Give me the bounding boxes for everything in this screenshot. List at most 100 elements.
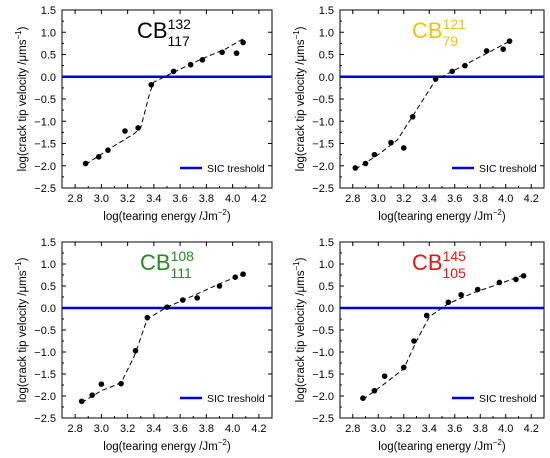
x-tick-label: 4.2	[251, 193, 266, 205]
legend-label: SIC treshold	[479, 393, 537, 405]
data-point	[135, 125, 141, 131]
y-axis-label: log(crack tip velocity /μms−1)	[292, 257, 307, 402]
y-tick-label: 1.0	[319, 259, 334, 271]
data-point	[216, 283, 223, 289]
y-tick-label: 0.5	[319, 50, 334, 62]
data-point	[371, 387, 378, 394]
x-tick-label: 3.2	[120, 423, 135, 435]
legend-label: SIC treshold	[479, 163, 537, 175]
y-tick-label: 0.0	[319, 72, 334, 84]
data-point	[500, 46, 507, 52]
y-axis-label: log(crack tip velocity /μms−1)	[292, 26, 307, 171]
y-tick-label: −2.5	[34, 183, 56, 195]
data-point	[240, 271, 246, 277]
data-point	[520, 273, 527, 279]
x-tick-label: 4.2	[524, 423, 539, 435]
data-point	[445, 299, 452, 306]
data-point	[423, 312, 430, 319]
x-tick-label: 4.0	[225, 423, 240, 435]
x-axis-label: log(tearing energy /Jm−2)	[103, 208, 231, 223]
y-tick-label: 1.0	[41, 259, 56, 271]
x-tick-label: 3.0	[94, 423, 109, 435]
y-tick-label: 0.0	[41, 303, 56, 315]
y-tick-label: −2.5	[312, 183, 334, 195]
data-point	[371, 151, 378, 158]
panel-title-sub: 117	[168, 33, 191, 49]
fit-curve	[355, 40, 510, 170]
x-tick-label: 3.2	[396, 193, 411, 205]
y-tick-label: −0.5	[34, 325, 56, 337]
x-tick-label: 3.6	[172, 193, 187, 205]
x-axis-label-close: )	[227, 211, 231, 223]
x-tick-label: 4.2	[524, 193, 539, 205]
x-axis-label-exponent: −2	[493, 208, 503, 217]
y-axis-label-text: log(crack tip velocity /μms	[295, 270, 307, 402]
panel-title: CB145 105	[412, 248, 466, 281]
panel-title-sup: 132	[168, 16, 192, 32]
x-tick-label: 2.8	[345, 423, 360, 435]
x-tick-label: 3.4	[422, 193, 437, 205]
y-axis-label-exponent: −1	[14, 30, 23, 40]
data-point	[132, 347, 139, 354]
fit-curve	[81, 273, 244, 404]
x-axis-label-text: log(tearing energy /Jm	[378, 441, 492, 453]
x-tick-label: 3.8	[473, 423, 488, 435]
x-axis-label: log(tearing energy /Jm−2)	[103, 438, 231, 453]
data-point	[194, 295, 200, 301]
data-point	[233, 50, 240, 56]
data-point	[411, 338, 417, 344]
y-tick-label: 0.5	[319, 281, 334, 293]
data-point	[483, 48, 490, 54]
data-point	[164, 304, 170, 310]
x-tick-label: 3.0	[94, 193, 109, 205]
chart-panel-1: 2.8 3.0 3.2 3.4 3.6 3.8 4.0 4.2 −2.5 −2.0 −1.5 −1.0…	[14, 5, 273, 223]
data-point	[95, 154, 102, 160]
panel-title: CB108 111	[140, 248, 194, 281]
y-tick-label: 1.5	[41, 237, 56, 249]
data-point	[98, 381, 105, 387]
data-point	[187, 61, 194, 68]
panel-title-sub: 79	[443, 33, 459, 49]
data-point	[496, 279, 503, 286]
panel-title: CB121 79	[412, 16, 466, 49]
panel-title-sup: 145	[443, 248, 467, 264]
y-axis-label-close: )	[295, 257, 307, 261]
y-tick-label: 0.0	[41, 72, 56, 84]
legend-label: SIC treshold	[207, 393, 265, 405]
x-tick-label: 4.0	[225, 193, 240, 205]
data-point	[82, 160, 89, 167]
x-tick-label: 3.6	[172, 423, 187, 435]
x-tick-label: 2.8	[67, 423, 82, 435]
data-point	[362, 160, 369, 167]
data-point	[179, 297, 186, 303]
y-axis-label-text: log(crack tip velocity /μms	[17, 270, 29, 402]
x-tick-label: 3.8	[199, 423, 214, 435]
fit-curve	[362, 274, 524, 400]
data-point	[400, 364, 407, 371]
x-axis-label-exponent: −2	[218, 208, 228, 217]
y-tick-label: −2.0	[312, 161, 334, 173]
panel-title-base: CB	[137, 18, 168, 43]
panel-title: CB132 117	[137, 16, 191, 49]
x-tick-label: 3.4	[422, 423, 437, 435]
y-axis-label: log(crack tip velocity /μms−1)	[14, 257, 29, 402]
data-point	[105, 147, 111, 153]
x-axis-label-exponent: −2	[218, 438, 228, 447]
data-point	[144, 314, 151, 321]
x-axis-label-text: log(tearing energy /Jm	[103, 441, 217, 453]
x-axis-label-text: log(tearing energy /Jm	[103, 211, 217, 223]
panel-title-base: CB	[412, 18, 443, 43]
data-point	[118, 380, 124, 387]
x-axis-label: log(tearing energy /Jm−2)	[378, 208, 506, 223]
y-tick-label: −0.5	[312, 325, 334, 337]
legend-label: SIC treshold	[207, 163, 265, 175]
panel-title-sub: 105	[443, 265, 467, 281]
x-tick-label: 3.6	[447, 193, 462, 205]
data-point	[122, 128, 128, 134]
y-axis-label: log(crack tip velocity /μms−1)	[14, 26, 29, 171]
y-tick-label: −2.0	[312, 391, 334, 403]
y-tick-label: −2.0	[34, 161, 56, 173]
x-tick-label: 4.0	[498, 193, 513, 205]
y-tick-label: 0.5	[41, 50, 56, 62]
data-point	[432, 76, 439, 82]
